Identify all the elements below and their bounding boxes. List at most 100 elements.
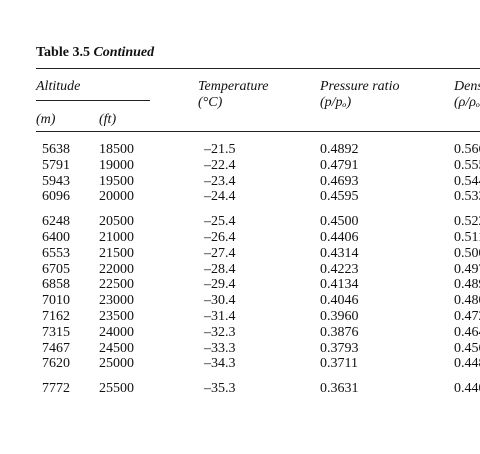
cell-temperature: –22.4 — [204, 157, 236, 173]
table-row: 6400 21000 –26.4 0.4406 0.511 — [0, 230, 480, 246]
cell-density-ratio: 0.456 — [454, 340, 480, 356]
cell-density-ratio: 0.566 — [454, 142, 480, 157]
cell-density-ratio: 0.522 — [454, 214, 480, 230]
table-row: 6858 22500 –29.4 0.4134 0.489 — [0, 277, 480, 293]
cell-ft: 20000 — [99, 189, 134, 205]
cell-m: 6553 — [42, 245, 70, 261]
cell-ft: 19500 — [99, 173, 134, 189]
cell-temperature: –26.4 — [204, 230, 236, 245]
cell-pressure-ratio: 0.4500 — [320, 214, 359, 230]
table-caption-label: Table 3.5 — [36, 45, 90, 60]
header-ft: (ft) — [99, 112, 117, 127]
header-temperature-unit: (°C) — [198, 95, 223, 110]
cell-ft: 18500 — [99, 142, 134, 157]
table-row: 5638 18500 –21.5 0.4892 0.566 — [0, 142, 480, 158]
cell-density-ratio: 0.497 — [454, 261, 480, 277]
table-row: 7315 24000 –32.3 0.3876 0.464 — [0, 325, 480, 341]
cell-ft: 22500 — [99, 277, 134, 293]
cell-m: 6096 — [42, 189, 70, 205]
cell-m: 7010 — [42, 293, 70, 309]
cell-density-ratio: 0.555 — [454, 157, 480, 173]
header-m: (m) — [36, 112, 56, 127]
table-row: 6553 21500 –27.4 0.4314 0.500 — [0, 246, 480, 262]
cell-m: 7467 — [42, 340, 70, 356]
table-row: 6096 20000 –24.4 0.4595 0.533 — [0, 189, 480, 205]
header-altitude: Altitude — [36, 79, 81, 94]
cell-ft: 23000 — [99, 293, 134, 309]
cell-pressure-ratio: 0.4134 — [320, 277, 359, 293]
altitude-spanner-rule — [36, 100, 150, 101]
cell-m: 7315 — [42, 324, 70, 340]
cell-temperature: –25.4 — [204, 214, 236, 230]
cell-ft: 21500 — [99, 245, 134, 261]
cell-m: 6705 — [42, 261, 70, 277]
cell-ft: 24000 — [99, 324, 134, 340]
table-caption-suffix: Continued — [93, 45, 155, 60]
table-row: 6705 22000 –28.4 0.4223 0.497 — [0, 262, 480, 278]
cell-density-ratio: 0.472 — [454, 309, 480, 324]
table-row: 7010 23000 –30.4 0.4046 0.480 — [0, 293, 480, 309]
cell-density-ratio: 0.464 — [454, 324, 480, 340]
cell-pressure-ratio: 0.3711 — [320, 356, 358, 372]
cell-ft: 25500 — [99, 381, 134, 397]
cell-temperature: –35.3 — [204, 381, 236, 397]
cell-pressure-ratio: 0.3631 — [320, 381, 359, 397]
cell-ft: 20500 — [99, 214, 134, 230]
cell-pressure-ratio: 0.4595 — [320, 189, 359, 205]
cell-temperature: –32.3 — [204, 324, 236, 340]
cell-m: 7162 — [42, 309, 70, 324]
cell-pressure-ratio: 0.4314 — [320, 245, 359, 261]
table-top-rule — [36, 68, 480, 69]
cell-temperature: –29.4 — [204, 277, 236, 293]
cell-m: 6248 — [42, 214, 70, 230]
table-row: 6248 20500 –25.4 0.4500 0.522 — [0, 214, 480, 230]
header-pressure-ratio: Pressure ratio — [320, 79, 400, 94]
table-row: 5791 19000 –22.4 0.4791 0.555 — [0, 158, 480, 174]
cell-m: 5791 — [42, 157, 70, 173]
cell-temperature: –24.4 — [204, 189, 236, 205]
header-density-ratio-symbol: (ρ/ρₒ — [454, 95, 480, 110]
table-row: 7620 25000 –34.3 0.3711 0.448 — [0, 356, 480, 372]
cell-m: 7620 — [42, 356, 70, 372]
cell-ft: 23500 — [99, 309, 134, 324]
cell-m: 5638 — [42, 142, 70, 157]
cell-m: 6400 — [42, 230, 70, 245]
header-pressure-ratio-symbol: (p/pₒ) — [320, 95, 352, 110]
cell-pressure-ratio: 0.4223 — [320, 261, 359, 277]
cell-temperature: –28.4 — [204, 261, 236, 277]
cell-pressure-ratio: 0.3793 — [320, 340, 359, 356]
table-caption: Table 3.5 Continued — [36, 45, 154, 61]
cell-pressure-ratio: 0.4791 — [320, 157, 359, 173]
cell-pressure-ratio: 0.3876 — [320, 324, 359, 340]
cell-density-ratio: 0.544 — [454, 173, 480, 189]
cell-pressure-ratio: 0.4406 — [320, 230, 359, 245]
cell-density-ratio: 0.480 — [454, 293, 480, 309]
cell-m: 5943 — [42, 173, 70, 189]
cell-ft: 24500 — [99, 340, 134, 356]
header-density-ratio: Dens — [454, 79, 480, 94]
cell-ft: 25000 — [99, 356, 134, 372]
cell-m: 7772 — [42, 381, 70, 397]
cell-ft: 22000 — [99, 261, 134, 277]
cell-density-ratio: 0.511 — [454, 230, 480, 245]
cell-ft: 19000 — [99, 157, 134, 173]
table-header-rule — [36, 131, 480, 132]
cell-m: 6858 — [42, 277, 70, 293]
cell-ft: 21000 — [99, 230, 134, 245]
cell-density-ratio: 0.440 — [454, 381, 480, 397]
table-row: 7162 23500 –31.4 0.3960 0.472 — [0, 309, 480, 325]
cell-density-ratio: 0.448 — [454, 356, 480, 372]
cell-temperature: –33.3 — [204, 340, 236, 356]
cell-density-ratio: 0.500 — [454, 245, 480, 261]
table-row: 7467 24500 –33.3 0.3793 0.456 — [0, 341, 480, 357]
cell-density-ratio: 0.533 — [454, 189, 480, 205]
cell-density-ratio: 0.489 — [454, 277, 480, 293]
table-row: 5943 19500 –23.4 0.4693 0.544 — [0, 174, 480, 190]
cell-temperature: –27.4 — [204, 245, 236, 261]
header-temperature: Temperature — [198, 79, 269, 94]
cell-temperature: –21.5 — [204, 142, 236, 157]
cell-pressure-ratio: 0.4046 — [320, 293, 359, 309]
cell-pressure-ratio: 0.3960 — [320, 309, 359, 324]
cell-pressure-ratio: 0.4892 — [320, 142, 359, 157]
